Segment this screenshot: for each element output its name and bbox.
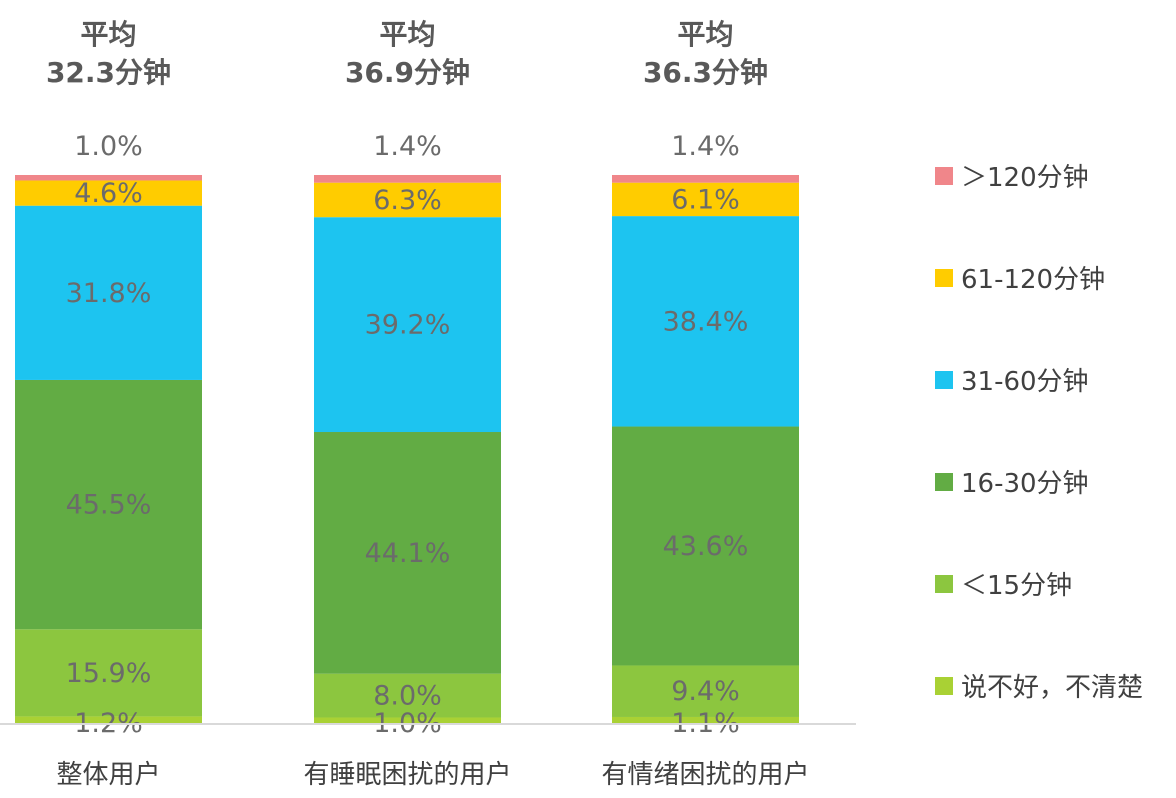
legend-label-5: 61-120分钟 [961, 265, 1105, 295]
bar-segment-3-5 [612, 182, 799, 217]
bar-segment-2-3 [314, 432, 501, 674]
average-value-1: 32.3分钟 [46, 56, 171, 89]
average-value-2: 36.9分钟 [345, 56, 470, 89]
legend-label-3: 16-30分钟 [961, 469, 1089, 499]
legend-swatch-2 [935, 575, 953, 593]
data-label-2-6: 1.4% [373, 131, 442, 162]
bar-segment-3-1 [612, 716, 799, 723]
average-title-3: 平均 [677, 18, 733, 51]
average-value-3: 36.3分钟 [643, 56, 768, 89]
bar-segment-2-5 [314, 182, 501, 218]
category-label-2: 有睡眠困扰的用户 [303, 760, 511, 790]
bar-segment-1-4 [15, 205, 202, 380]
legend-swatch-5 [935, 269, 953, 287]
bars-group [15, 175, 799, 723]
data-label-1-5: 4.6% [74, 178, 143, 209]
data-label-3-2: 9.4% [671, 676, 740, 707]
data-label-1-4: 31.8% [66, 278, 152, 309]
bar-segment-1-1 [15, 716, 202, 723]
data-label-3-6: 1.4% [671, 131, 740, 162]
category-label-3: 有情绪困扰的用户 [601, 760, 809, 790]
bar-segment-2-4 [314, 217, 501, 433]
bar-segment-3-3 [612, 426, 799, 666]
category-label-1: 整体用户 [56, 760, 160, 790]
bar-segment-2-1 [314, 717, 501, 723]
legend-label-2: ＜15分钟 [961, 571, 1072, 601]
data-label-2-5: 6.3% [373, 185, 442, 216]
bar-segment-1-2 [15, 629, 202, 717]
bar-segment-3-6 [612, 175, 799, 183]
bar-segment-3-2 [612, 665, 799, 717]
legend-swatch-3 [935, 473, 953, 491]
bar-segment-2-2 [314, 673, 501, 718]
legend-swatch-4 [935, 371, 953, 389]
average-title-2: 平均 [379, 18, 435, 51]
bar-segment-3-4 [612, 216, 799, 427]
bar-segment-1-5 [15, 180, 202, 206]
average-title-1: 平均 [80, 18, 136, 51]
data-label-3-4: 38.4% [663, 306, 749, 337]
bar-segment-1-3 [15, 379, 202, 630]
data-label-2-4: 39.2% [365, 310, 451, 341]
data-label-1-2: 15.9% [66, 658, 152, 689]
data-label-1-6: 1.0% [74, 131, 143, 162]
data-label-2-3: 44.1% [365, 538, 451, 569]
legend-label-6: ＞120分钟 [961, 163, 1089, 193]
legend-label-1: 说不好，不清楚 [961, 673, 1143, 703]
data-label-3-3: 43.6% [663, 531, 749, 562]
legend-label-4: 31-60分钟 [961, 367, 1089, 397]
data-label-3-5: 6.1% [671, 184, 740, 215]
data-label-2-2: 8.0% [373, 681, 442, 712]
legend-swatch-1 [935, 677, 953, 695]
bar-segment-2-6 [314, 175, 501, 183]
data-label-1-3: 45.5% [66, 490, 152, 521]
bar-segment-1-6 [15, 175, 202, 181]
legend-swatch-6 [935, 167, 953, 185]
